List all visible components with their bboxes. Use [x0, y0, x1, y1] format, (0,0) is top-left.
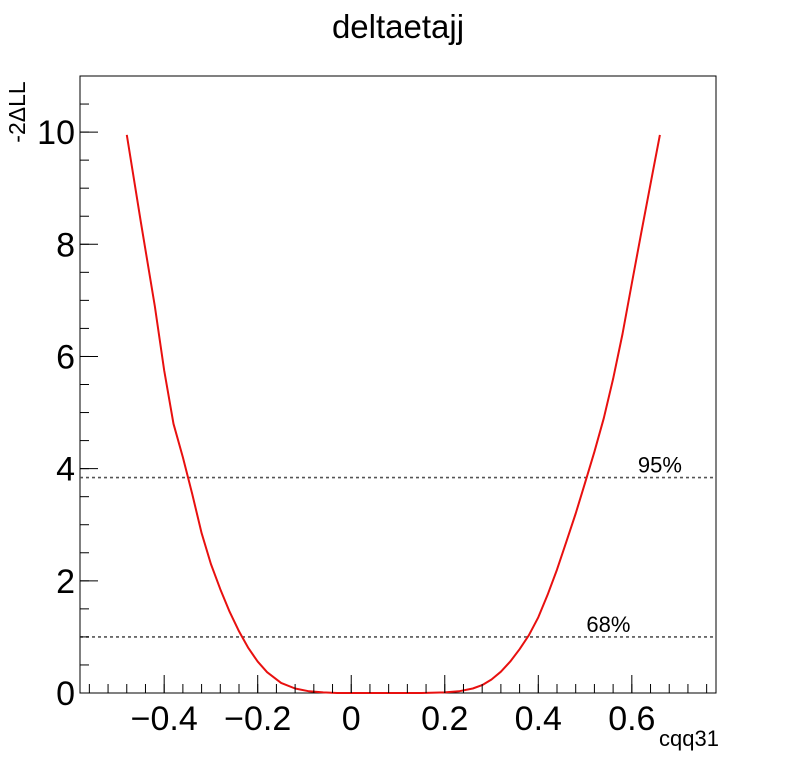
x-tick-label: 0.6: [608, 700, 655, 738]
x-tick-label: −0.4: [131, 700, 198, 738]
chart-title: deltaetajj: [332, 8, 464, 45]
x-tick-label: 0.2: [421, 700, 468, 738]
y-tick-label: 0: [56, 675, 75, 713]
reference-line-label: 95%: [638, 453, 682, 478]
y-tick-label: 10: [37, 114, 75, 152]
reference-line-label: 68%: [586, 612, 630, 637]
x-tick-label: 0.4: [515, 700, 562, 738]
reference-lines: 95% 68%: [80, 453, 716, 638]
axis-ticks: −0.4 −0.2 0 0.2 0.4 0.6 0 2 4 6 8 10: [37, 75, 708, 738]
plot-frame: [79, 75, 717, 694]
y-tick-label: 6: [56, 338, 75, 376]
likelihood-curve: [125, 134, 661, 694]
y-axis-label: -2ΔLL: [4, 81, 30, 143]
y-tick-label: 2: [56, 563, 75, 601]
likelihood-curve-line: [125, 134, 661, 694]
y-tick-label: 8: [56, 226, 75, 264]
x-axis-label: cqq31: [659, 726, 719, 751]
x-tick-label: 0: [342, 700, 361, 738]
x-tick-label: −0.2: [224, 700, 291, 738]
plot-border: [79, 75, 717, 694]
y-tick-label: 4: [56, 451, 75, 489]
